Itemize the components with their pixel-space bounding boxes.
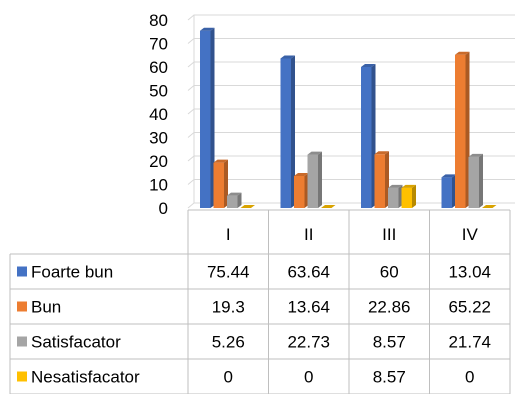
legend-label: Satisfacator xyxy=(31,333,121,352)
data-label: 22.73 xyxy=(287,333,330,352)
category-label: I xyxy=(226,225,231,244)
bar xyxy=(455,51,470,208)
y-tick-label: 10 xyxy=(149,176,168,195)
category-label: III xyxy=(382,225,396,244)
data-label: 60 xyxy=(380,263,399,282)
bar-top xyxy=(455,51,470,55)
bar xyxy=(307,151,322,208)
y-tick-label: 70 xyxy=(149,35,168,54)
bar-top xyxy=(240,205,255,208)
y-tick-label: 60 xyxy=(149,58,168,77)
data-label: 75.44 xyxy=(207,263,250,282)
bar-front xyxy=(361,67,372,208)
bar-front xyxy=(294,175,305,208)
bar-front xyxy=(200,30,211,208)
data-label: 13.64 xyxy=(287,298,330,317)
data-label: 8.57 xyxy=(373,368,406,387)
bar-front xyxy=(307,154,318,208)
bar-side xyxy=(237,192,242,208)
bar-front xyxy=(401,187,412,208)
bar-top xyxy=(441,174,456,178)
data-label: 0 xyxy=(304,368,313,387)
bar-top xyxy=(482,205,497,208)
bar xyxy=(200,27,215,208)
data-label: 8.57 xyxy=(373,333,406,352)
gridlines xyxy=(187,14,515,209)
bar-front xyxy=(374,154,385,208)
y-tick-label: 80 xyxy=(149,11,168,30)
bar-front xyxy=(468,156,479,208)
data-label: 13.04 xyxy=(448,263,491,282)
data-label: 63.64 xyxy=(287,263,330,282)
bar-top xyxy=(307,151,322,155)
bar-top xyxy=(280,55,295,59)
bar xyxy=(240,205,255,208)
bar-top xyxy=(401,184,416,188)
bar-front xyxy=(388,187,399,208)
bar-top xyxy=(321,205,336,208)
data-label: 0 xyxy=(465,368,474,387)
y-tick-label: 40 xyxy=(149,105,168,124)
bar-front xyxy=(455,54,466,208)
bar xyxy=(388,184,403,208)
gridline xyxy=(187,14,515,21)
bar xyxy=(361,64,376,208)
bar-front xyxy=(213,162,224,208)
data-label: 21.74 xyxy=(448,333,491,352)
data-label: 5.26 xyxy=(212,333,245,352)
bar-top xyxy=(200,27,215,31)
bar xyxy=(468,153,483,208)
bar-top xyxy=(294,172,309,176)
legend-label: Bun xyxy=(31,298,61,317)
data-label: 0 xyxy=(224,368,233,387)
legend-label: Foarte bun xyxy=(31,263,113,282)
bar-side xyxy=(291,55,295,208)
y-tick-label: 30 xyxy=(149,129,168,148)
bar xyxy=(227,192,242,208)
bar-top xyxy=(361,64,376,67)
legend-label: Nesatisfacator xyxy=(31,368,140,387)
y-axis-labels: 0 10 20 30 40 50 60 70 80 xyxy=(149,11,168,218)
bar-front xyxy=(227,195,238,208)
bar xyxy=(321,205,336,208)
y-tick-label: 20 xyxy=(149,152,168,171)
data-label: 22.86 xyxy=(368,298,411,317)
bar xyxy=(401,184,416,208)
bar-side xyxy=(412,184,416,208)
gridline xyxy=(187,38,515,44)
data-label: 65.22 xyxy=(448,298,491,317)
category-label: IV xyxy=(462,225,479,244)
legend-key xyxy=(17,266,27,277)
category-label: II xyxy=(304,225,313,244)
bar xyxy=(294,172,309,208)
data-label: 19.3 xyxy=(212,298,245,317)
bar xyxy=(441,174,456,208)
bars xyxy=(200,27,497,208)
bar-top xyxy=(213,159,228,163)
bar xyxy=(482,205,497,208)
bar xyxy=(374,151,389,208)
bar-side xyxy=(318,151,322,208)
bar-top xyxy=(374,151,389,155)
bar-front xyxy=(441,177,452,208)
bar xyxy=(280,55,295,208)
y-tick-label: 0 xyxy=(159,199,168,218)
y-tick-label: 50 xyxy=(149,82,168,101)
legend-key xyxy=(17,336,27,347)
legend-key xyxy=(17,371,27,382)
bar-side xyxy=(479,153,483,208)
bar xyxy=(213,159,228,208)
legend-key xyxy=(17,301,27,312)
bar-top xyxy=(227,192,242,196)
bar-top xyxy=(468,153,483,157)
bar-front xyxy=(280,58,291,208)
bar-top xyxy=(388,184,403,188)
